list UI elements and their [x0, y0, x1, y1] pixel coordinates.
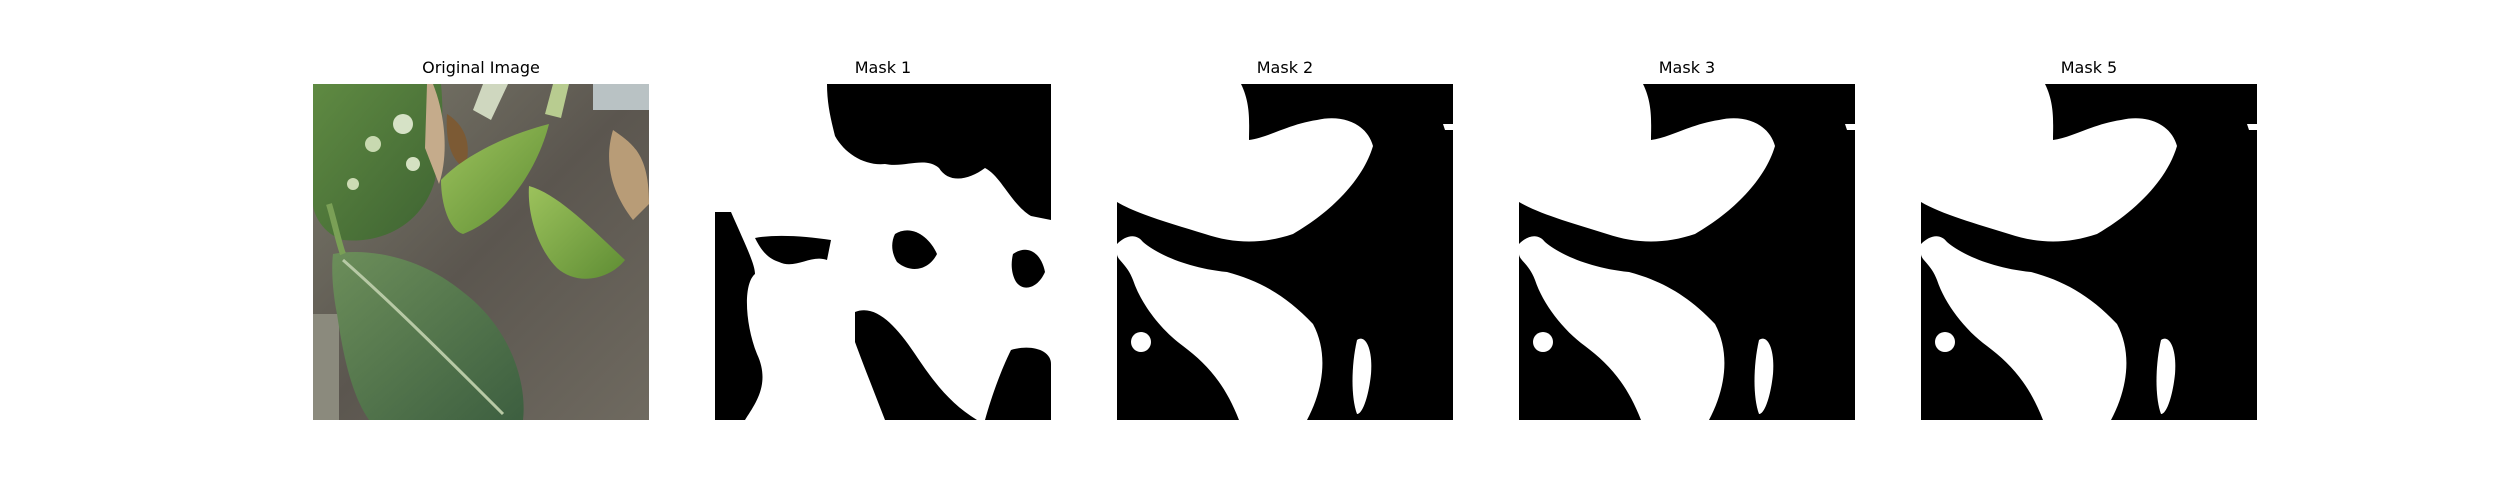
panel-title: Mask 5 [2060, 58, 2118, 77]
panel-title: Original Image [422, 58, 540, 77]
panel-title: Mask 2 [1256, 58, 1314, 77]
mask-3-image [1519, 84, 1855, 420]
mask-2-image [1117, 84, 1453, 420]
panel-title: Mask 3 [1658, 58, 1716, 77]
mask-5-image [1921, 84, 2257, 420]
original-photo [313, 84, 649, 420]
mask-1-image [715, 84, 1051, 420]
panel-title: Mask 1 [854, 58, 912, 77]
